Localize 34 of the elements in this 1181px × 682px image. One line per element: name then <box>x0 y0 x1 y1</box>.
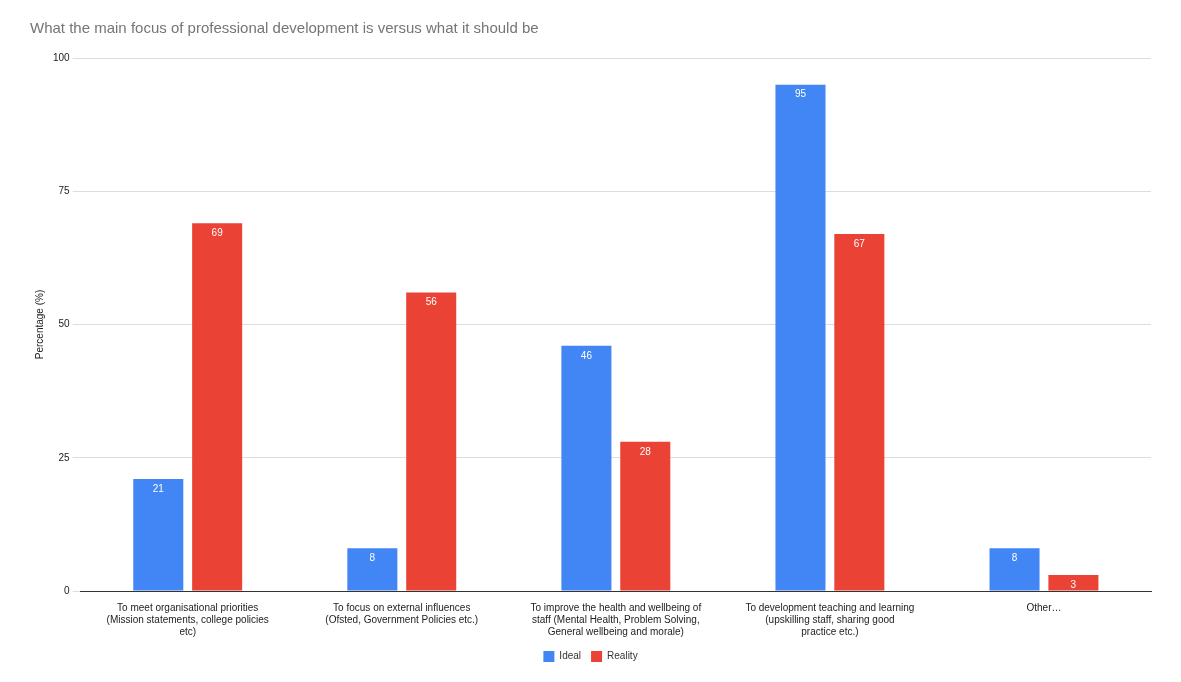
data-label: 67 <box>853 237 866 249</box>
data-label: 56 <box>425 296 438 308</box>
chart-title: What the main focus of professional development is versus what it should be <box>30 19 539 37</box>
x-tick-label: To improve the health and wellbeing of staff (Mental Health, Problem Solving, General wellbeing and morale) <box>530 601 702 637</box>
bar <box>192 223 243 591</box>
x-tick-label: Other… <box>1026 601 1062 613</box>
data-label: 21 <box>152 482 165 494</box>
bar <box>620 441 671 591</box>
data-label: 28 <box>639 445 652 457</box>
bar <box>347 548 398 591</box>
y-tick-label: 50 <box>58 318 71 330</box>
data-label: 69 <box>211 226 224 238</box>
x-tick-label: To focus on external influences (Ofsted, Government Policies etc.) <box>325 601 479 625</box>
data-label: 8 <box>1011 552 1018 564</box>
bar <box>775 84 826 591</box>
y-tick-label: 0 <box>64 584 71 596</box>
bar <box>561 345 612 591</box>
legend-label: Ideal <box>559 650 582 662</box>
data-label: 46 <box>580 349 593 361</box>
x-tick-label: To meet organisational priorities (Mission statements, college policies etc) <box>106 601 269 637</box>
bar <box>133 479 184 591</box>
bar <box>989 548 1040 591</box>
x-tick-label: To development teaching and learning (upskilling staff, sharing good practice etc.) <box>745 601 915 637</box>
bar <box>1048 575 1099 591</box>
y-tick-label: 75 <box>58 185 71 196</box>
y-axis-title: Percentage (%) <box>33 289 45 360</box>
y-tick-label: 25 <box>58 451 71 463</box>
bar <box>834 233 885 591</box>
data-label: 3 <box>1070 578 1077 590</box>
y-tick-label: 100 <box>53 51 71 63</box>
legend-label: Reality <box>607 650 638 662</box>
data-label: 95 <box>794 88 807 100</box>
bar <box>406 292 457 591</box>
data-label: 8 <box>369 552 376 564</box>
